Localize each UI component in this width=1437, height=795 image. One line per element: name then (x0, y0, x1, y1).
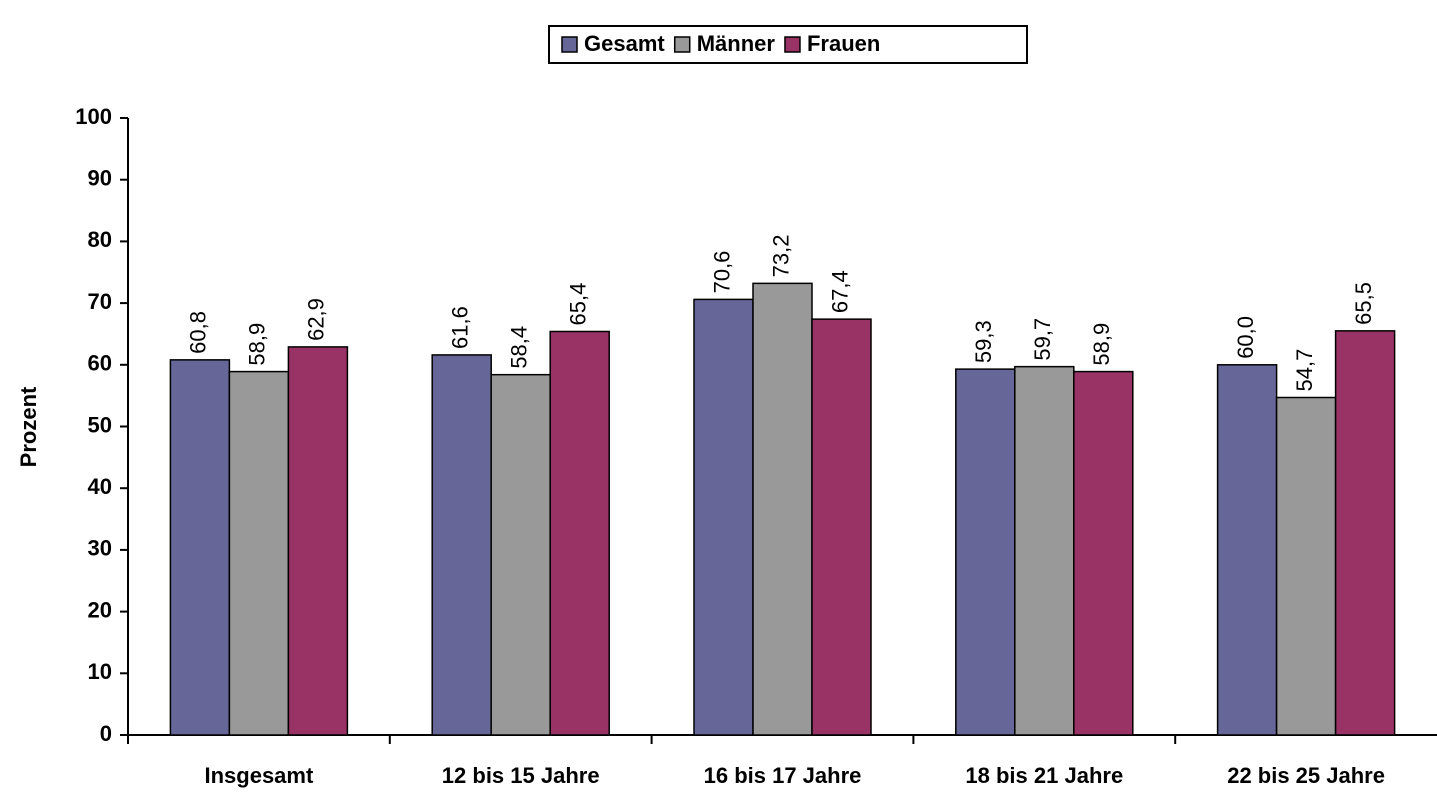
data-label: 59,7 (1030, 318, 1055, 361)
data-label: 59,3 (971, 320, 996, 363)
data-label: 58,4 (507, 326, 532, 369)
data-label: 67,4 (827, 270, 852, 313)
bar (490, 373, 551, 736)
legend-swatch (784, 36, 801, 53)
y-tick-label: 60 (88, 351, 112, 376)
data-label: 58,9 (245, 323, 270, 366)
bar (811, 318, 872, 736)
y-tick-label: 100 (75, 104, 112, 129)
y-tick-label: 40 (88, 474, 112, 499)
x-tick-label: 12 bis 15 Jahre (442, 763, 600, 788)
legend-label: Gesamt (584, 31, 665, 56)
bar (1073, 370, 1134, 736)
x-tick-label: 18 bis 21 Jahre (965, 763, 1123, 788)
data-label: 54,7 (1292, 349, 1317, 392)
data-label: 58,9 (1089, 323, 1114, 366)
legend-label: Männer (697, 31, 776, 56)
bar (1334, 330, 1396, 736)
data-label: 61,6 (448, 306, 473, 349)
data-label: 70,6 (709, 251, 734, 294)
data-label: 73,2 (768, 235, 793, 278)
data-label: 60,0 (1233, 316, 1258, 359)
y-tick-label: 20 (88, 597, 112, 622)
data-label: 65,5 (1351, 282, 1376, 325)
y-axis-label: Prozent (16, 386, 41, 467)
data-label: 62,9 (304, 298, 329, 341)
data-label: 60,8 (186, 311, 211, 354)
data-label: 65,4 (566, 283, 591, 326)
legend-swatch (673, 36, 691, 53)
bar (955, 368, 1016, 736)
bar (228, 370, 290, 736)
bar (287, 346, 349, 736)
y-tick-label: 70 (88, 289, 112, 314)
bar (549, 330, 610, 736)
y-tick-label: 30 (88, 536, 112, 561)
bar (431, 354, 492, 736)
bar (693, 298, 754, 736)
bar (1014, 365, 1075, 736)
legend-label: Frauen (807, 31, 880, 56)
y-tick-label: 10 (88, 659, 112, 684)
x-tick-label: 16 bis 17 Jahre (704, 763, 862, 788)
bar (1216, 364, 1278, 736)
y-tick-label: 90 (88, 166, 112, 191)
x-tick-label: Insgesamt (204, 763, 313, 788)
legend-swatch (561, 36, 578, 53)
bar (169, 359, 231, 736)
y-tick-label: 0 (100, 721, 112, 746)
bar (1275, 396, 1337, 736)
bar (752, 282, 813, 736)
y-tick-label: 50 (88, 412, 112, 437)
x-tick-label: 22 bis 25 Jahre (1227, 763, 1385, 788)
y-tick-label: 80 (88, 227, 112, 252)
